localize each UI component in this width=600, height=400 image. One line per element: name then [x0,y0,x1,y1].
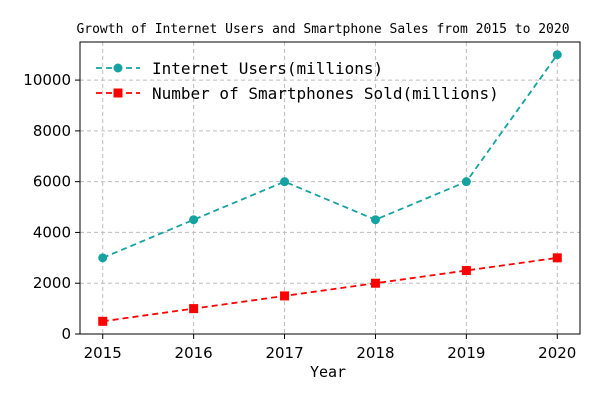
data-point [370,215,380,225]
data-point [280,177,290,187]
data-point [552,253,562,263]
legend: Internet Users(millions) Number of Smartp… [96,59,499,103]
y-tick-label: 2000 [33,274,71,292]
data-point [189,215,199,225]
x-tick-label: 2015 [84,344,122,362]
data-point [461,266,471,276]
x-tick-label: 2020 [538,344,576,362]
legend-marker [113,63,123,73]
series-2 [98,253,562,326]
x-axis-label: Year [310,363,346,381]
data-point [98,253,108,263]
data-point [98,316,108,326]
x-tick-label: 2019 [447,344,485,362]
x-tick-label: 2016 [175,344,213,362]
legend-item: Number of Smartphones Sold(millions) [96,84,499,103]
data-point [552,50,562,60]
data-point [280,291,290,301]
legend-item: Internet Users(millions) [96,59,383,78]
data-point [461,177,471,187]
chart-title: Growth of Internet Users and Smartphone … [76,22,569,37]
legend-marker [113,88,123,98]
legend-label: Internet Users(millions) [152,59,383,78]
x-tick-label: 2018 [356,344,394,362]
y-tick-label: 4000 [33,223,71,241]
y-tick-label: 0 [61,325,71,343]
legend-label: Number of Smartphones Sold(millions) [152,84,499,103]
y-tick-label: 6000 [33,173,71,191]
series [98,50,562,326]
axis-ticks: 2015 2016 2017 2018 2019 2020 0 2000 4000 6000 800… [23,71,576,362]
y-tick-label: 10000 [23,71,71,89]
data-point [189,304,199,314]
series-line [102,54,559,259]
y-tick-label: 8000 [33,122,71,140]
x-tick-label: 2017 [265,344,303,362]
data-point [370,278,380,288]
series-1 [98,50,562,263]
series-line [102,256,558,323]
plot-frame [79,41,581,335]
